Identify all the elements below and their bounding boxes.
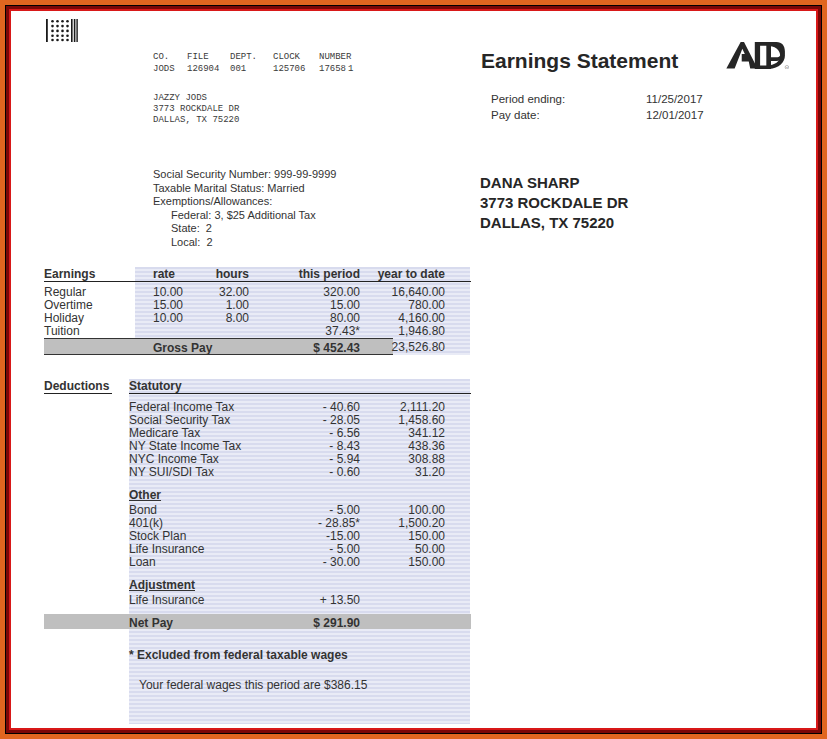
- svg-text:R: R: [786, 66, 788, 68]
